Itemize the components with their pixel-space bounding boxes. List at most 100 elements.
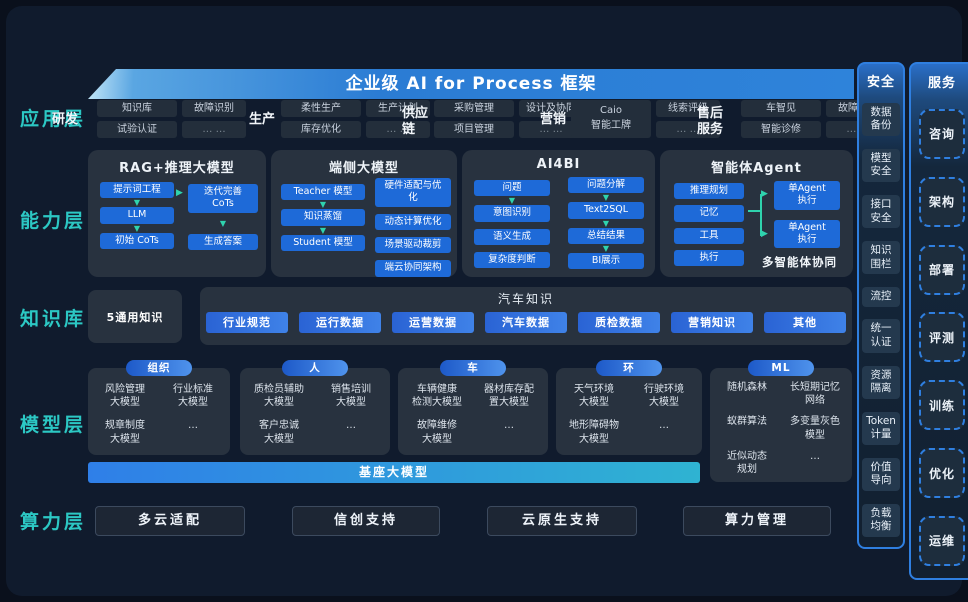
knowledge-item: 质检数据	[578, 312, 660, 333]
app-item: 故障识别	[182, 100, 246, 117]
security-column: 安全 数据 备份 模型 安全 接口 安全 知识 围栏 流控 统一 认证 资源 隔…	[857, 62, 905, 549]
app-item: 线索评级	[656, 100, 720, 117]
compute-item-cloudnative: 云原生支持	[487, 506, 637, 536]
model-group-pill: 环	[596, 360, 662, 376]
app-item: 采购管理	[434, 100, 514, 117]
compute-item-multicloud: 多云适配	[95, 506, 245, 536]
model-item: 客户忠诚 大模型	[259, 420, 299, 445]
arrow-down-icon: ▼	[602, 218, 610, 228]
model-item: 故障维修 大模型	[417, 420, 457, 445]
app-group-production: 柔性生产 生产计划 库存优化 … …	[281, 100, 430, 138]
model-item-more: …	[504, 420, 514, 432]
model-group-pill: 组织	[126, 360, 192, 376]
knowledge-item: 运营数据	[392, 312, 474, 333]
knowledge-item: 其他	[764, 312, 846, 333]
arrow-right-icon: ▶	[761, 229, 768, 239]
app-item-more: … …	[656, 121, 720, 138]
rag-step: LLM	[100, 207, 174, 224]
security-item: 模型 安全	[862, 148, 900, 183]
ai4bi-step: Text2SQL	[568, 202, 644, 219]
capability-box-edge: 端侧大模型 Teacher 模型 ▼ 知识蒸馏 ▼ Student 模型 硬件适…	[271, 150, 457, 277]
security-item: 统一 认证	[862, 319, 900, 353]
model-item: 行驶环境 大模型	[644, 384, 684, 409]
model-item: 行业标准 大模型	[173, 384, 213, 409]
agent-component: 工具	[674, 227, 744, 245]
service-item: 部署	[919, 244, 965, 295]
rag-step: 提示词工程	[100, 182, 174, 199]
edge-step: 知识蒸馏	[281, 209, 365, 226]
security-item: 资源 隔离	[862, 365, 900, 399]
security-item: Token 计量	[862, 411, 900, 445]
model-item: 天气环境 大模型	[574, 384, 614, 409]
model-group-pill: 车	[440, 360, 506, 376]
security-column-title: 安全	[866, 75, 895, 90]
security-item: 知识 围栏	[862, 240, 900, 275]
arrow-down-icon: ▼	[133, 198, 141, 208]
layer-label-model: 模型层	[20, 414, 87, 436]
model-group-people: 人 质检员辅助 大模型 销售培训 大模型 客户忠诚 大模型 …	[240, 360, 390, 455]
service-item: 训练	[919, 380, 965, 431]
arrow-down-icon: ▼	[319, 225, 327, 235]
app-item: Caio 智能工牌	[571, 100, 651, 138]
model-item: 车辆健康 检测大模型	[412, 384, 462, 409]
service-item: 评测	[919, 312, 965, 363]
model-item: 随机森林	[727, 382, 767, 393]
model-group-vehicle: 车 车辆健康 检测大模型 器材库存配 置大模型 故障维修 大模型 …	[398, 360, 548, 455]
capability-title: 端侧大模型	[328, 161, 399, 176]
ai4bi-step: 意图识别	[474, 205, 550, 222]
base-model-bar: 基座大模型	[88, 462, 700, 483]
arrow-right-icon: ▶	[176, 188, 183, 198]
framework-title-banner: 企业级 AI for Process 框架	[88, 69, 854, 99]
service-item: 咨询	[919, 108, 965, 159]
edge-step: Teacher 模型	[281, 184, 365, 201]
model-item-more: …	[810, 450, 820, 462]
service-column: 服务 咨询 架构 部署 评测 训练 优化 运维	[909, 62, 968, 580]
arrow-down-icon: ▼	[508, 196, 516, 206]
capability-box-rag: RAG+推理大模型 提示词工程 ▼ LLM ▼ 初始 CoTs ▶ 迭代完善 C…	[88, 150, 266, 277]
app-item: 柔性生产	[281, 100, 361, 117]
knowledge-auto-box: 汽车知识 行业规范 运行数据 运营数据 汽车数据 质检数据 营销知识 其他	[200, 287, 852, 345]
rag-step: 初始 CoTs	[100, 232, 174, 250]
model-item: 销售培训 大模型	[331, 384, 371, 409]
app-item: 设计及协同	[519, 100, 583, 117]
knowledge-item: 行业规范	[206, 312, 288, 333]
model-item: 风险管理 大模型	[105, 384, 145, 409]
edge-feature: 端云协同架构	[375, 260, 451, 277]
service-item: 架构	[919, 176, 965, 227]
ai4bi-step: 问题分解	[568, 177, 644, 194]
agent-exec: 单Agent 执行	[774, 181, 840, 210]
security-item: 价值 导向	[862, 457, 900, 491]
agent-component: 记忆	[674, 205, 744, 222]
model-group-pill: 人	[282, 360, 348, 376]
layer-label-knowledge: 知识库	[20, 308, 87, 330]
ai4bi-step: 语义生成	[474, 228, 550, 246]
security-item: 流控	[862, 287, 900, 307]
arrow-right-icon: ▶	[761, 189, 768, 199]
layer-label-application: 应用层	[20, 108, 87, 130]
compute-item-xinchuang: 信创支持	[292, 506, 440, 536]
compute-item-management: 算力管理	[683, 506, 831, 536]
app-group-label-aftersales: 售后服务	[697, 106, 724, 138]
knowledge-item: 运行数据	[299, 312, 381, 333]
app-item: 库存优化	[281, 121, 361, 138]
capability-box-agent: 智能体Agent 推理规划 记忆 工具 执行 ▶ ▶ 单Agent 执行 单Ag…	[660, 150, 853, 277]
model-item: 器材库存配 置大模型	[484, 384, 534, 409]
arrow-down-icon: ▼	[219, 218, 227, 228]
model-item: 近似动态 规划	[727, 450, 767, 475]
arrow-down-icon: ▼	[319, 200, 327, 210]
app-group-label-supplychain: 供应链	[402, 106, 429, 138]
layer-label-compute: 算力层	[20, 511, 87, 533]
model-group-environment: 环 天气环境 大模型 行驶环境 大模型 地形障碍物 大模型 …	[556, 360, 702, 455]
capability-title: RAG+推理大模型	[119, 161, 235, 176]
arrow-down-icon: ▼	[602, 193, 610, 203]
arrow-down-icon: ▼	[133, 223, 141, 233]
edge-feature: 硬件适配与优 化	[375, 178, 451, 207]
model-group-pill: ML	[748, 360, 814, 376]
model-item: 长短期记忆 网络	[790, 382, 840, 407]
app-item: 知识库	[97, 100, 177, 117]
model-item-more: …	[188, 420, 198, 432]
knowledge-items: 行业规范 运行数据 运营数据 汽车数据 质检数据 营销知识 其他	[206, 312, 846, 333]
rag-step: 迭代完善 CoTs	[188, 184, 258, 213]
service-item: 运维	[919, 515, 965, 566]
model-item-more: …	[659, 420, 669, 432]
